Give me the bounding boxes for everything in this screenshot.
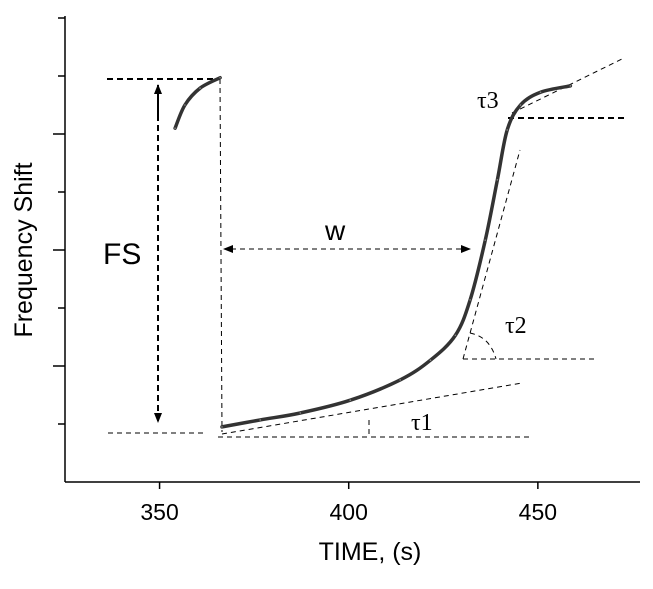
tau2-label: τ2 bbox=[505, 313, 527, 339]
x-tick-label: 350 bbox=[140, 499, 178, 525]
tau1-label: τ1 bbox=[411, 410, 433, 436]
data-point bbox=[469, 299, 471, 301]
series-line bbox=[173, 75, 222, 130]
tau3-label: τ3 bbox=[477, 88, 499, 114]
data-point bbox=[484, 239, 487, 241]
data-point bbox=[519, 104, 522, 106]
w-label: w bbox=[324, 215, 346, 246]
data-point bbox=[349, 399, 352, 402]
data-point bbox=[496, 179, 499, 181]
data-point bbox=[174, 127, 176, 129]
tau3-tangent bbox=[511, 57, 625, 114]
data-point bbox=[506, 129, 509, 131]
data-point bbox=[569, 85, 572, 87]
x-tick-label: 450 bbox=[519, 499, 557, 525]
tau2-angle-arc bbox=[469, 332, 497, 360]
series-line bbox=[220, 84, 573, 429]
data-point bbox=[221, 426, 223, 428]
data-point bbox=[539, 91, 542, 94]
annotations: FS w τ1 τ2 τ3 bbox=[103, 57, 625, 438]
axes bbox=[64, 16, 640, 483]
data-point bbox=[399, 379, 401, 381]
data-point bbox=[199, 87, 201, 89]
x-tick-label: 400 bbox=[330, 499, 368, 525]
tau1-tangent bbox=[221, 382, 523, 435]
tau2-tangent bbox=[462, 149, 521, 360]
data-point bbox=[219, 76, 221, 79]
x-axis-label: TIME, (s) bbox=[319, 538, 422, 566]
data-point bbox=[259, 419, 261, 421]
fs-label: FS bbox=[103, 238, 141, 271]
y-axis-label: Frequency Shift bbox=[10, 162, 38, 337]
data-point bbox=[429, 359, 432, 362]
data-point bbox=[299, 412, 302, 414]
data-point bbox=[184, 104, 186, 106]
drop-line bbox=[219, 78, 223, 433]
data-point bbox=[454, 334, 457, 337]
